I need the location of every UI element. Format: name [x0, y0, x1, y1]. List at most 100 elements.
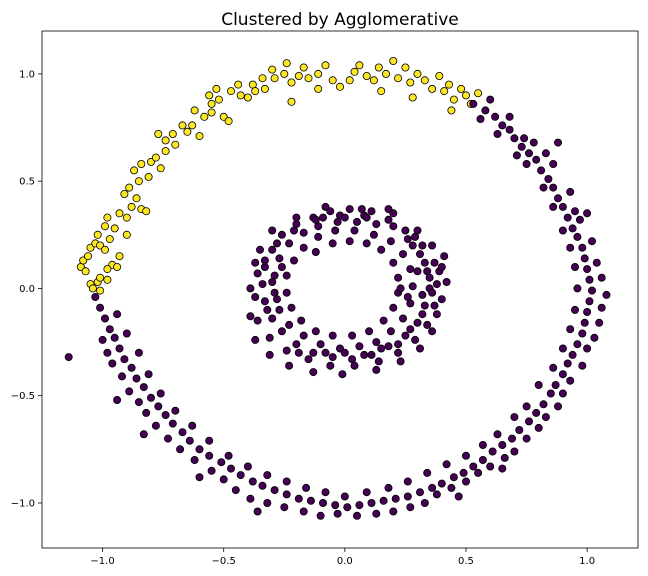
- scatter-point: [171, 140, 180, 149]
- scatter-point: [420, 498, 429, 507]
- scatter-point: [263, 498, 272, 507]
- scatter-point: [156, 389, 165, 398]
- scatter-point: [578, 329, 587, 338]
- scatter-point: [299, 331, 308, 340]
- scatter-point: [161, 410, 170, 419]
- scatter-point: [413, 267, 422, 276]
- scatter-point: [377, 87, 386, 96]
- scatter-point: [459, 468, 468, 477]
- scatter-point: [263, 305, 272, 314]
- scatter-point: [428, 84, 437, 93]
- scatter-point: [580, 318, 589, 327]
- scatter-point: [394, 273, 403, 282]
- scatter-point: [360, 350, 369, 359]
- scatter-point: [602, 290, 611, 299]
- scatter-point: [437, 262, 446, 271]
- scatter-point: [588, 237, 597, 246]
- scatter-point: [563, 213, 572, 222]
- scatter-point: [110, 224, 119, 233]
- scatter-point: [391, 494, 400, 503]
- scatter-point: [168, 419, 177, 428]
- scatter-point: [474, 468, 483, 477]
- y-tick-label: −1.0: [11, 498, 35, 509]
- scatter-point: [539, 400, 548, 409]
- scatter-point: [381, 69, 390, 78]
- scatter-point: [188, 421, 197, 430]
- scatter-point: [440, 87, 449, 96]
- scatter-point: [321, 61, 330, 70]
- scatter-point: [270, 486, 279, 495]
- scatter-point: [428, 327, 437, 336]
- scatter-point: [573, 232, 582, 241]
- scatter-point: [299, 507, 308, 516]
- scatter-point: [573, 340, 582, 349]
- scatter-point: [362, 213, 371, 222]
- scatter-point: [566, 325, 575, 334]
- scatter-point: [304, 74, 313, 83]
- scatter-point: [268, 245, 277, 254]
- scatter-point: [365, 327, 374, 336]
- scatter-point: [522, 434, 531, 443]
- scatter-point: [260, 256, 269, 265]
- scatter-point: [454, 492, 463, 501]
- scatter-point: [558, 344, 567, 353]
- scatter-point: [525, 149, 534, 158]
- scatter-point: [231, 486, 240, 495]
- scatter-point: [118, 372, 127, 381]
- scatter-point: [263, 471, 272, 480]
- scatter-point: [101, 245, 110, 254]
- scatter-point: [243, 93, 252, 102]
- scatter-point: [345, 205, 354, 214]
- scatter-point: [362, 488, 371, 497]
- scatter-point: [243, 462, 252, 471]
- scatter-point: [268, 314, 277, 323]
- scatter-point: [277, 230, 286, 239]
- scatter-point: [384, 342, 393, 351]
- scatter-point: [314, 232, 323, 241]
- scatter-point: [469, 462, 478, 471]
- scatter-point: [357, 205, 366, 214]
- scatter-point: [352, 217, 361, 226]
- scatter-point: [282, 490, 291, 499]
- scatter-point: [318, 498, 327, 507]
- scatter-point: [389, 209, 398, 218]
- scatter-point: [224, 117, 233, 126]
- scatter-point: [125, 183, 134, 192]
- scatter-point: [595, 318, 604, 327]
- scatter-point: [583, 344, 592, 353]
- scatter-point: [236, 91, 245, 100]
- scatter-point: [321, 202, 330, 211]
- scatter-point: [389, 507, 398, 516]
- scatter-point: [178, 428, 187, 437]
- scatter-point: [425, 273, 434, 282]
- scatter-point: [144, 172, 153, 181]
- scatter-point: [93, 230, 102, 239]
- scatter-point: [98, 335, 107, 344]
- scatter-point: [558, 389, 567, 398]
- scatter-point: [176, 445, 185, 454]
- scatter-point: [272, 295, 281, 304]
- scatter-point: [522, 402, 531, 411]
- scatter-point: [406, 325, 415, 334]
- scatter-point: [105, 325, 114, 334]
- scatter-point: [125, 387, 134, 396]
- scatter-point: [105, 235, 114, 244]
- scatter-point: [246, 312, 255, 321]
- y-tick-label: 0.0: [19, 284, 35, 295]
- scatter-point: [340, 348, 349, 357]
- scatter-point: [212, 84, 221, 93]
- scatter-point: [195, 473, 204, 482]
- scatter-point: [498, 121, 507, 130]
- scatter-point: [571, 207, 580, 216]
- scatter-point: [101, 222, 110, 231]
- scatter-point: [432, 310, 441, 319]
- scatter-point: [287, 303, 296, 312]
- y-axis: −1.0 −0.5 0.0 0.5 1.0: [11, 69, 42, 509]
- scatter-point: [115, 209, 124, 218]
- scatter-point: [161, 147, 170, 156]
- x-axis: −1.0 −0.5 0.0 0.5 1.0: [90, 548, 595, 567]
- scatter-point: [234, 80, 243, 89]
- scatter-point: [554, 138, 563, 147]
- scatter-point: [207, 99, 216, 108]
